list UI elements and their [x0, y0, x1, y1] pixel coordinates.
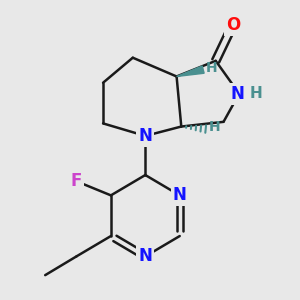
Text: O: O — [226, 16, 240, 34]
Text: N: N — [138, 127, 152, 145]
Text: H: H — [250, 86, 263, 101]
Text: N: N — [231, 85, 244, 103]
Polygon shape — [177, 66, 204, 76]
Text: N: N — [173, 186, 187, 204]
Text: F: F — [71, 172, 82, 190]
Text: H: H — [208, 121, 220, 134]
Text: H: H — [206, 61, 218, 75]
Text: N: N — [138, 248, 152, 266]
